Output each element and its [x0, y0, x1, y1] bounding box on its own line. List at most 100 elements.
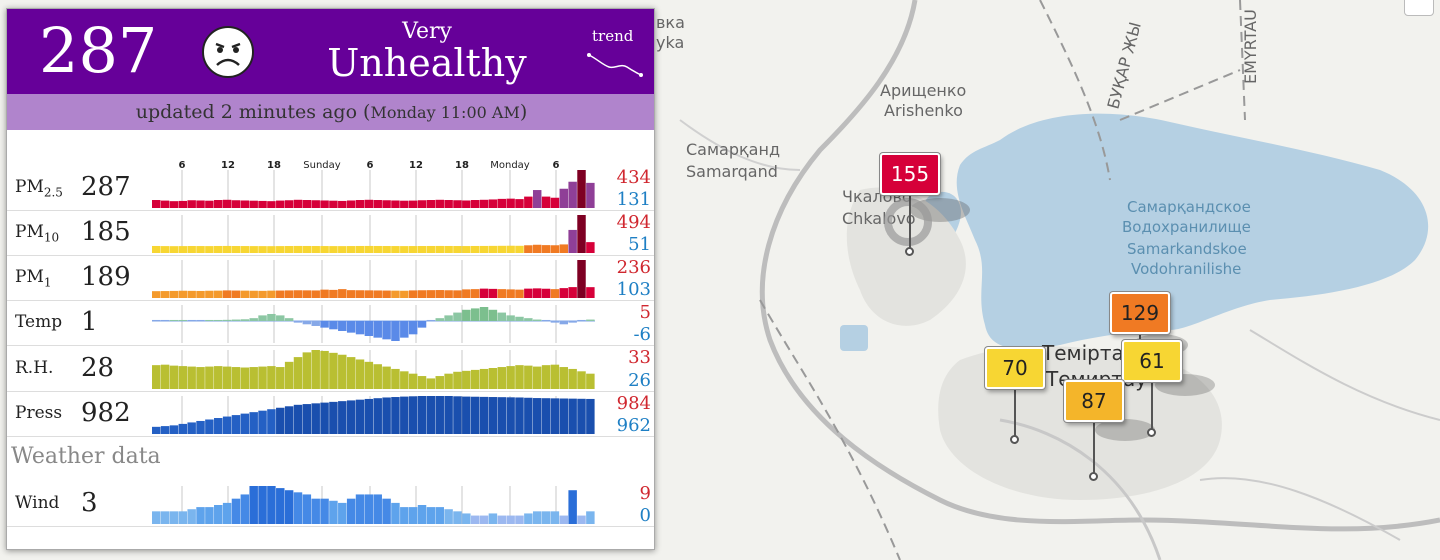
- time-axis-hour-label: 12: [221, 160, 235, 171]
- sparkline-bar: [400, 200, 409, 208]
- sparkline-bar: [408, 246, 418, 253]
- sparkline-bar: [400, 371, 409, 389]
- map-label-reservoir-kz: Самарқандское: [1127, 198, 1251, 216]
- sparkline-bar: [541, 365, 551, 389]
- sparkline-bar: [568, 490, 577, 524]
- reservoir-water: [956, 113, 1429, 349]
- sparkline-bar: [479, 288, 489, 298]
- row-label: PM1: [15, 267, 52, 289]
- sparkline-bar: [532, 288, 542, 298]
- sparkline-bar: [506, 397, 515, 434]
- row-max-value: 434: [616, 167, 651, 188]
- marker-dot: [1089, 472, 1098, 481]
- sparkline-bar: [470, 245, 480, 253]
- sparkline-bar: [524, 288, 533, 298]
- sparkline-bar: [205, 200, 214, 208]
- marker-pin: [1014, 389, 1016, 437]
- sparkline-bar: [249, 367, 258, 389]
- sparkline-bar: [506, 289, 515, 298]
- sparkline-bar: [524, 318, 533, 321]
- sparkline-bar: [488, 397, 498, 434]
- sparkline-bar: [267, 201, 276, 208]
- sparkline-bar: [231, 246, 241, 253]
- sparkline-bar: [382, 290, 391, 298]
- sparkline-bar: [417, 320, 427, 328]
- aqi-level-main: Unhealthy: [327, 41, 527, 85]
- sparkline-bar: [346, 290, 356, 298]
- sparkline-bar: [178, 246, 188, 253]
- sparkline-bar: [444, 245, 453, 253]
- sparkline-bar: [160, 364, 170, 389]
- sparkline-bar: [435, 376, 444, 389]
- sparkline-bar: [240, 246, 250, 253]
- sparkline-bar: [355, 320, 365, 335]
- trend-label[interactable]: trend: [592, 27, 634, 45]
- sparkline-bar: [178, 511, 188, 524]
- sparkline-bar: [373, 398, 382, 434]
- sparkline-pm25[interactable]: [152, 170, 595, 208]
- sparkline-wind[interactable]: [152, 486, 595, 524]
- sparkline-bar: [524, 245, 533, 253]
- sparkline-bar: [178, 423, 188, 434]
- sparkline-bar: [320, 200, 329, 208]
- sparkline-bar: [284, 318, 294, 321]
- sparkline-bar: [541, 511, 551, 524]
- sparkline-bar: [577, 515, 586, 524]
- sparkline-temp[interactable]: [152, 305, 595, 343]
- sparkline-pm10[interactable]: [152, 215, 595, 253]
- sparkline-bar: [532, 190, 542, 208]
- measurement-row-rh: R.H. 28 33 26: [7, 347, 654, 392]
- aqi-station-marker[interactable]: 155: [880, 153, 940, 195]
- sparkline-bar: [258, 486, 267, 524]
- sparkline-bar: [470, 200, 480, 208]
- aqi-station-marker[interactable]: 61: [1122, 340, 1182, 382]
- sparkline-bar: [302, 404, 312, 434]
- sparkline-bar: [382, 200, 391, 208]
- aqi-station-marker[interactable]: 129: [1110, 292, 1170, 334]
- sparkline-bar: [364, 199, 374, 208]
- sparkline-bar: [479, 307, 489, 321]
- sparkline-bar: [453, 511, 462, 524]
- sparkline-bar: [417, 200, 427, 208]
- aqi-station-marker[interactable]: 70: [985, 347, 1045, 389]
- map-label-samarkand-lat: Samarqand: [686, 162, 778, 181]
- sparkline-bar: [559, 398, 569, 434]
- sparkline-bar: [169, 511, 179, 524]
- sparkline-bar: [462, 513, 471, 524]
- measurement-row-pm10: PM10 185 494 51: [7, 212, 654, 256]
- sparkline-bar: [444, 396, 453, 434]
- sparkline-bar: [293, 245, 303, 253]
- sparkline-bar: [311, 320, 320, 326]
- sparkline-bar: [364, 361, 374, 389]
- sparkline-bar: [338, 200, 347, 208]
- time-axis-hour-label: 12: [409, 160, 423, 171]
- sparkline-bar: [205, 290, 214, 298]
- sparkline-bar: [568, 320, 577, 323]
- sparkline-bar: [515, 365, 524, 389]
- sparkline-rh[interactable]: [152, 350, 595, 389]
- sparkline-bar: [187, 509, 196, 524]
- sparkline-bar: [568, 398, 577, 434]
- sparkline-bar: [187, 422, 196, 434]
- trend-icon[interactable]: [587, 49, 643, 77]
- updated-text: updated 2 minutes ago (: [135, 101, 371, 123]
- sparkline-pm1[interactable]: [152, 260, 595, 298]
- sparkline-bar: [417, 376, 427, 389]
- sparkline-bar: [302, 352, 312, 389]
- sparkline-press[interactable]: [152, 396, 595, 434]
- sparkline-bar: [506, 366, 515, 389]
- sparkline-bar: [205, 507, 214, 524]
- sparkline-bar: [346, 498, 356, 524]
- aqi-station-marker[interactable]: 87: [1064, 380, 1124, 422]
- sparkline-bar: [338, 289, 347, 298]
- time-axis-hour-label: 6: [553, 160, 560, 171]
- map-label-reservoir-lat: Samarkandskoe: [1127, 240, 1247, 258]
- sparkline-bar: [169, 365, 179, 389]
- sparkline-bar: [426, 378, 436, 389]
- sparkline-bar: [258, 246, 267, 253]
- sparkline-bar: [577, 260, 586, 298]
- map-control-button[interactable]: [1404, 0, 1434, 16]
- sparkline-bar: [417, 505, 427, 524]
- sparkline-bar: [577, 170, 586, 208]
- sparkline-bar: [400, 396, 409, 434]
